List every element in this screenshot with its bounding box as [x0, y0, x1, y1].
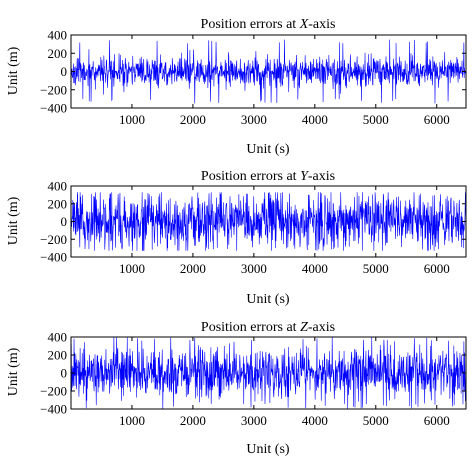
y-axis-label: Unit (m): [6, 196, 21, 245]
x-tick-label: 5000: [363, 112, 389, 127]
y-tick-label: 400: [48, 28, 68, 43]
y-tick-label: −200: [40, 82, 67, 97]
y-tick-label: 400: [48, 330, 68, 345]
x-tick-label: 3000: [241, 413, 267, 428]
panel-title: Position errors at Z-axis: [201, 320, 335, 335]
y-tick-label: −200: [40, 232, 67, 247]
panel-title: Position errors at X-axis: [201, 17, 336, 32]
x-tick-label: 4000: [302, 413, 328, 428]
y-tick-label: −400: [40, 402, 67, 417]
y-tick-label: −400: [40, 250, 67, 265]
x-tick-label: 3000: [241, 112, 267, 127]
y-tick-label: 400: [48, 179, 68, 194]
y-tick-label: 200: [48, 196, 68, 211]
panel-z-axis: Position errors at Z-axis 1000 2000 3000 40…: [6, 320, 467, 457]
series-line: [71, 337, 466, 409]
x-tick-label: 6000: [424, 261, 450, 276]
x-tick-label: 2000: [180, 261, 206, 276]
series-line: [71, 192, 466, 251]
x-axis-label: Unit (s): [246, 142, 290, 157]
x-tick-label: 1000: [119, 112, 145, 127]
x-tick-label: 6000: [424, 413, 450, 428]
y-tick-label: 0: [61, 214, 68, 229]
x-tick-label: 1000: [119, 413, 145, 428]
x-tick-label: 4000: [302, 112, 328, 127]
x-tick-label: 2000: [180, 112, 206, 127]
panel-title: Position errors at Y-axis: [201, 169, 335, 184]
x-tick-label: 5000: [363, 413, 389, 428]
x-tick-label: 5000: [363, 261, 389, 276]
panel-y-axis: Position errors at Y-axis 1000 2000 3000 40…: [6, 169, 467, 307]
y-axis-label: Unit (m): [6, 46, 21, 95]
y-tick-label: 200: [48, 348, 68, 363]
series-line: [71, 39, 466, 104]
y-axis-label: Unit (m): [6, 347, 21, 396]
x-tick-label: 2000: [180, 413, 206, 428]
x-tick-label: 4000: [302, 261, 328, 276]
y-tick-label: −400: [40, 101, 67, 116]
y-tick-label: 0: [61, 366, 68, 381]
y-tick-label: 200: [48, 46, 68, 61]
y-tick-label: −200: [40, 384, 67, 399]
x-axis-label: Unit (s): [246, 292, 290, 307]
y-tick-label: 0: [61, 64, 68, 79]
x-tick-label: 6000: [424, 112, 450, 127]
x-tick-label: 1000: [119, 261, 145, 276]
panel-x-axis: Position errors at X-axis 1000 2000 3000 40…: [6, 17, 467, 157]
x-tick-label: 3000: [241, 261, 267, 276]
x-axis-label: Unit (s): [246, 442, 290, 457]
